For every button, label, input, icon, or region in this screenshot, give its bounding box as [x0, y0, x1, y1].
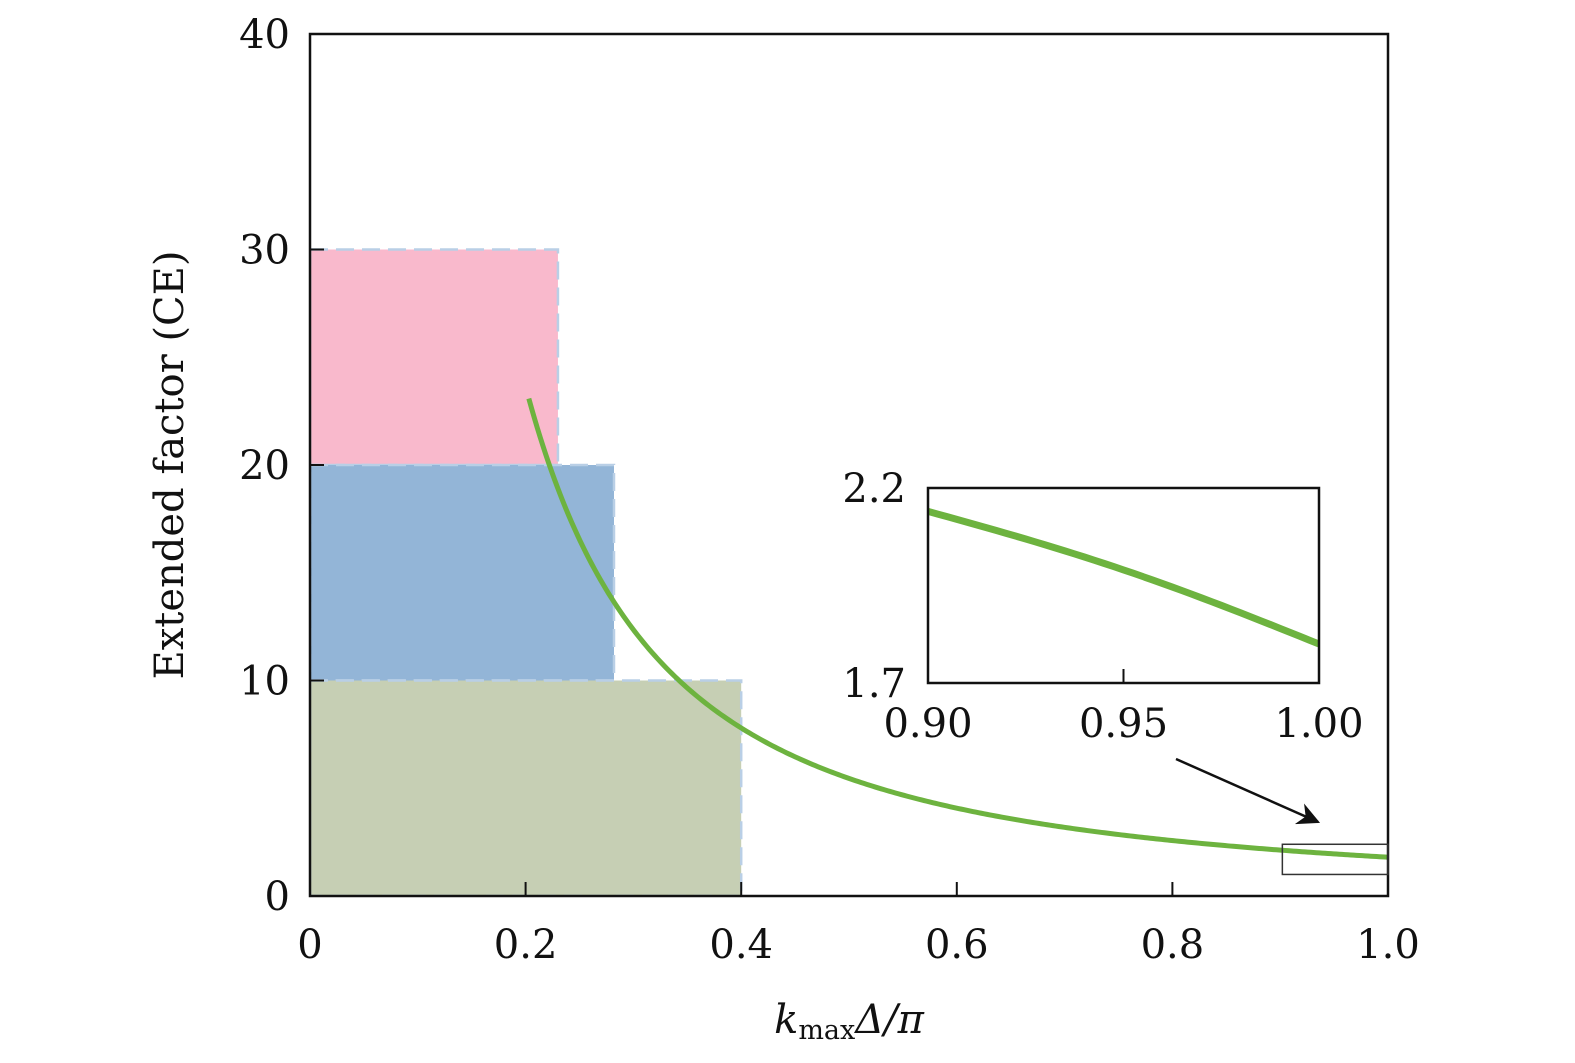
y-axis-label: Extended factor (CE): [147, 251, 193, 680]
x-tick-label: 0.4: [709, 922, 773, 968]
x-tick-label: 0.2: [494, 922, 558, 968]
inset-y-tick-label: 2.2: [842, 466, 906, 512]
inset-x-tick-label: 0.90: [883, 701, 972, 747]
inset-x-tick-label: 1.00: [1274, 701, 1363, 747]
inset-y-axis-ticks: 1.7 2.2: [842, 466, 906, 707]
x-axis-label-k: k: [774, 997, 798, 1043]
x-axis-label-sub: max: [798, 1015, 855, 1046]
series-line-extended-factor: [526, 397, 1388, 860]
x-tick-label: 0.8: [1141, 922, 1205, 968]
y-tick-label: 40: [239, 12, 290, 58]
x-axis-label: kmaxΔ/π: [774, 997, 925, 1046]
shaded-regions: [310, 248, 743, 896]
inset-y-tick-label: 1.7: [842, 661, 906, 707]
inset-x-tick-label: 0.95: [1079, 701, 1168, 747]
region-1: [310, 463, 616, 682]
region-2: [310, 679, 743, 896]
inset-series-line: [928, 508, 1319, 648]
inset-background: [928, 488, 1319, 683]
inset-x-axis-ticks: 0.90 0.95 1.00: [883, 669, 1364, 747]
x-tick-label: 0.6: [925, 922, 989, 968]
region-0: [310, 248, 560, 467]
y-tick-label: 20: [239, 443, 290, 489]
y-tick-label: 0: [265, 874, 290, 920]
y-tick-label: 10: [239, 659, 290, 705]
zoom-arrow: [1175, 757, 1321, 825]
y-tick-label: 30: [239, 228, 290, 274]
x-axis-label-rest: Δ/π: [853, 997, 924, 1043]
x-tick-label: 0: [297, 922, 322, 968]
y-axis-ticks: 0 10 20 30 40: [239, 12, 324, 920]
x-axis-ticks: 0 0.2 0.4 0.6 0.8 1.0: [297, 882, 1420, 968]
x-tick-label: 1.0: [1356, 922, 1420, 968]
zoom-box: [1281, 843, 1389, 876]
